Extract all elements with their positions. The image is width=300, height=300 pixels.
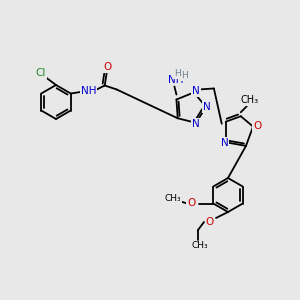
Text: N: N xyxy=(192,86,200,97)
Text: Cl: Cl xyxy=(36,68,46,78)
Text: O: O xyxy=(253,121,261,130)
Text: O: O xyxy=(187,199,195,208)
Text: NH: NH xyxy=(81,86,97,97)
Text: CH₃: CH₃ xyxy=(165,194,181,203)
Text: NH: NH xyxy=(168,74,183,85)
Text: O: O xyxy=(103,62,112,73)
Text: N: N xyxy=(221,138,229,148)
Text: CH₃: CH₃ xyxy=(241,95,259,105)
Text: H: H xyxy=(174,69,181,78)
Text: H: H xyxy=(181,71,188,80)
Text: O: O xyxy=(206,217,214,227)
Text: N: N xyxy=(192,119,200,129)
Text: N: N xyxy=(203,102,211,112)
Text: CH₃: CH₃ xyxy=(192,242,208,250)
